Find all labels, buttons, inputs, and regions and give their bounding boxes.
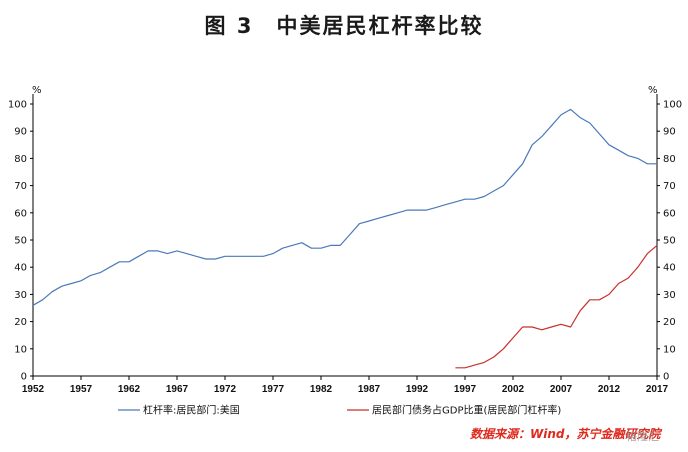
y-tick-label-left: 20 bbox=[14, 317, 27, 328]
y-tick-label-right: 100 bbox=[663, 100, 682, 111]
x-tick-label: 1967 bbox=[166, 384, 189, 395]
y-tick-label-right: 20 bbox=[663, 317, 676, 328]
y-tick-label-left: 50 bbox=[14, 236, 27, 247]
y-tick-label-left: 100 bbox=[8, 100, 27, 111]
y-tick-label-right: 80 bbox=[663, 154, 676, 165]
x-tick-label: 2012 bbox=[598, 384, 621, 395]
x-tick-label: 1982 bbox=[310, 384, 333, 395]
y-tick-label-right: 90 bbox=[663, 127, 676, 138]
legend: 杠杆率:居民部门:美国 居民部门债务占GDP比重(居民部门杠杆率) bbox=[118, 404, 561, 417]
watermark: 格隆汇 bbox=[626, 430, 659, 443]
y-axis-right-ticks: 0 10 20 30 40 50 60 70 80 90 100 bbox=[657, 100, 682, 383]
series-line-us bbox=[32, 108, 657, 306]
x-tick-label: 1987 bbox=[358, 384, 381, 395]
x-tick-label: 1997 bbox=[454, 384, 477, 395]
x-axis-ticks: 1952 1957 1962 1967 1972 1977 1982 1987 1992 1997… bbox=[22, 376, 669, 395]
series-lines bbox=[32, 108, 658, 369]
legend-label-us: 杠杆率:居民部门:美国 bbox=[143, 404, 240, 417]
source-note: 数据来源：Wind，苏宁金融研究院 bbox=[470, 427, 661, 441]
x-tick-label: 1952 bbox=[22, 384, 45, 395]
y-tick-label-left: 90 bbox=[14, 127, 27, 138]
x-tick-label: 1992 bbox=[406, 384, 429, 395]
y-axis-left-ticks: 0 10 20 30 40 50 60 70 80 90 100 bbox=[8, 100, 33, 383]
y-tick-label-left: 60 bbox=[14, 208, 27, 219]
x-tick-label: 1962 bbox=[118, 384, 141, 395]
y-axis-right-unit: % bbox=[648, 85, 658, 96]
x-tick-label: 2002 bbox=[502, 384, 525, 395]
y-tick-label-left: 30 bbox=[14, 290, 27, 301]
series-line-cn bbox=[455, 244, 658, 369]
y-axis-left-unit: % bbox=[32, 85, 42, 96]
y-tick-label-right: 60 bbox=[663, 208, 676, 219]
x-tick-label: 1977 bbox=[262, 384, 285, 395]
chart-title: 图 3 中美居民杠杆率比较 bbox=[204, 14, 484, 38]
legend-label-cn: 居民部门债务占GDP比重(居民部门杠杆率) bbox=[372, 404, 561, 417]
y-tick-label-left: 0 bbox=[21, 372, 27, 383]
x-tick-label: 1957 bbox=[70, 384, 93, 395]
y-tick-label-left: 10 bbox=[14, 344, 27, 355]
y-tick-label-right: 50 bbox=[663, 236, 676, 247]
x-tick-label: 2007 bbox=[550, 384, 573, 395]
y-tick-label-right: 40 bbox=[663, 263, 676, 274]
y-tick-label-left: 70 bbox=[14, 181, 27, 192]
x-tick-label: 2017 bbox=[646, 384, 669, 395]
y-tick-label-left: 40 bbox=[14, 263, 27, 274]
x-tick-label: 1972 bbox=[214, 384, 237, 395]
chart-axes: %% bbox=[32, 85, 658, 377]
y-tick-label-right: 30 bbox=[663, 290, 676, 301]
y-tick-label-right: 70 bbox=[663, 181, 676, 192]
y-tick-label-left: 80 bbox=[14, 154, 27, 165]
y-tick-label-right: 10 bbox=[663, 344, 676, 355]
y-tick-label-right: 0 bbox=[663, 372, 669, 383]
